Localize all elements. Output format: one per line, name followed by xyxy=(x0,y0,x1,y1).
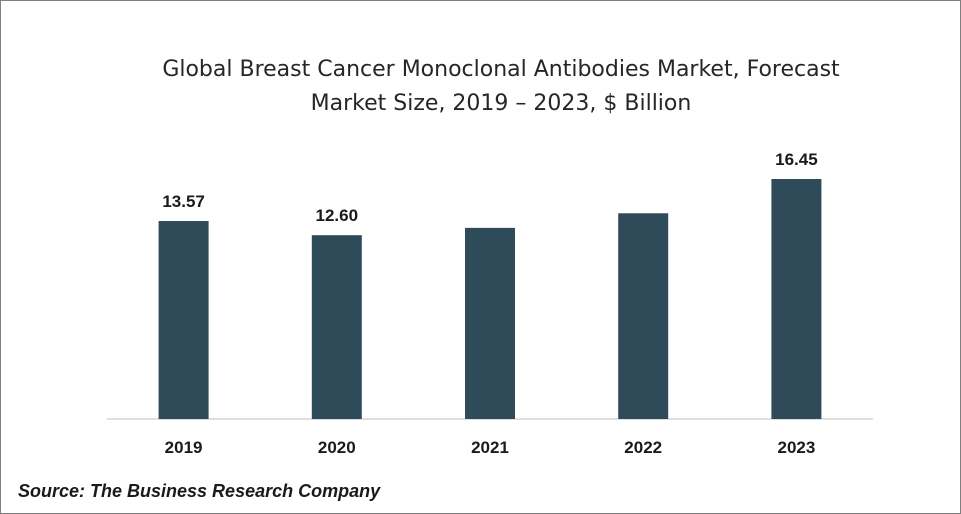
x-tick-label-2023: 2023 xyxy=(777,438,815,457)
chart-title-line-1: Global Breast Cancer Monoclonal Antibodi… xyxy=(162,57,840,82)
data-label-2023: 16.45 xyxy=(775,150,818,169)
bar-2020 xyxy=(311,235,362,419)
source-note: Source: The Business Research Company xyxy=(18,481,381,501)
x-tick-label-2020: 2020 xyxy=(318,438,356,457)
chart-title-line-2: Market Size, 2019 – 2023, $ Billion xyxy=(310,91,692,116)
bar-2023 xyxy=(771,179,822,419)
data-label-2019: 13.57 xyxy=(162,192,205,211)
x-tick-label-2022: 2022 xyxy=(624,438,662,457)
bar-2019 xyxy=(158,221,209,419)
bar-chart: 13.57 2019 12.60 2020 2021 2022 16.45 2023 xyxy=(107,150,873,457)
bar-2022 xyxy=(618,213,669,419)
x-tick-label-2019: 2019 xyxy=(165,438,203,457)
x-tick-label-2021: 2021 xyxy=(471,438,509,457)
bar-2021 xyxy=(465,227,515,419)
data-label-2020: 12.60 xyxy=(316,206,359,225)
